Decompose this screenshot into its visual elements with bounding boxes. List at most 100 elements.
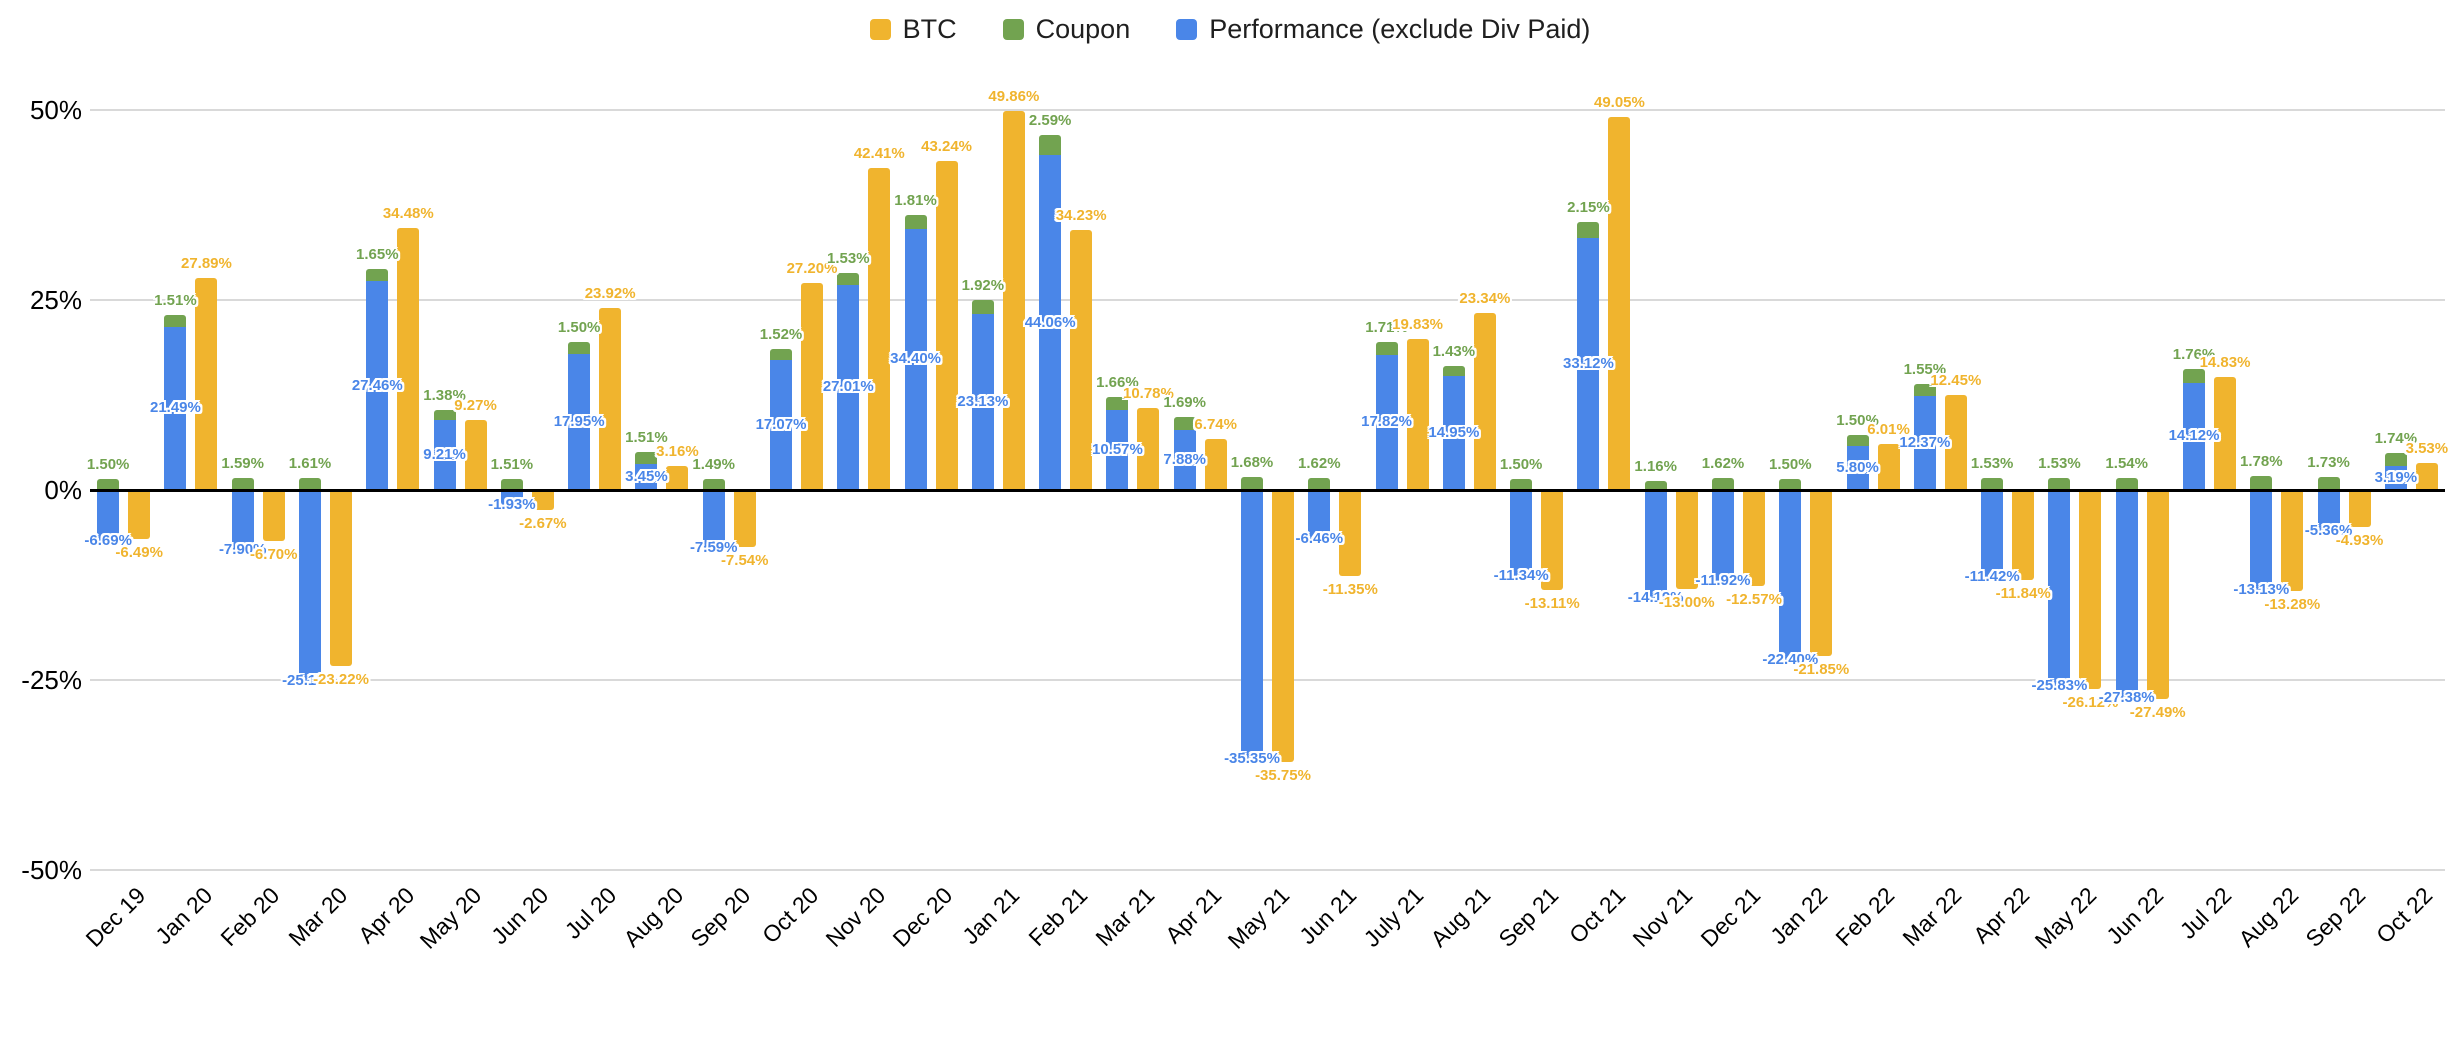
bar-coupon[interactable]: [1510, 478, 1533, 490]
bar-btc[interactable]: [1541, 490, 1564, 590]
bar-coupon[interactable]: [1913, 384, 1936, 396]
bar-performance[interactable]: [2250, 490, 2273, 590]
bar-btc[interactable]: [531, 490, 554, 511]
bar-btc[interactable]: [1743, 490, 1765, 586]
bar-btc[interactable]: [2214, 377, 2236, 490]
bar-btc[interactable]: [397, 227, 420, 490]
bar-btc[interactable]: [733, 490, 756, 548]
bar-performance[interactable]: [1241, 490, 1263, 759]
legend-item-performance[interactable]: Performance (exclude Div Paid): [1176, 16, 1590, 43]
bar-btc[interactable]: [1204, 438, 1227, 490]
bar-coupon[interactable]: [770, 348, 792, 361]
bar-btc[interactable]: [1877, 444, 1900, 490]
bar-performance[interactable]: [1375, 354, 1398, 490]
bar-performance[interactable]: [1644, 490, 1667, 598]
bar-coupon[interactable]: [1981, 478, 2004, 490]
bar-coupon[interactable]: [1442, 365, 1465, 377]
bar-btc[interactable]: [1608, 117, 1631, 490]
bar-coupon[interactable]: [1308, 477, 1331, 490]
bar-coupon[interactable]: [1846, 434, 1869, 446]
bar-performance[interactable]: [500, 490, 523, 505]
bar-btc[interactable]: [2146, 490, 2169, 699]
bar-btc[interactable]: [868, 167, 891, 490]
bar-btc[interactable]: [599, 308, 622, 490]
bar-coupon[interactable]: [1039, 135, 1062, 156]
bar-btc[interactable]: [1272, 490, 1294, 762]
bar-performance[interactable]: [2384, 465, 2407, 490]
bar-coupon[interactable]: [1375, 341, 1398, 355]
bar-coupon[interactable]: [1779, 478, 1802, 490]
bar-performance[interactable]: [770, 360, 792, 490]
bar-coupon[interactable]: [2115, 478, 2138, 490]
bar-performance[interactable]: [433, 420, 456, 490]
bar-coupon[interactable]: [837, 273, 860, 285]
bar-performance[interactable]: [2115, 490, 2138, 699]
bar-performance[interactable]: [904, 228, 927, 490]
bar-btc[interactable]: [666, 465, 689, 490]
bar-coupon[interactable]: [2250, 476, 2273, 490]
bar-btc[interactable]: [2348, 490, 2371, 528]
bar-coupon[interactable]: [1712, 477, 1734, 490]
bar-coupon[interactable]: [2317, 476, 2340, 490]
bar-performance[interactable]: [1913, 395, 1936, 490]
bar-coupon[interactable]: [433, 409, 456, 420]
bar-coupon[interactable]: [635, 452, 658, 464]
bar-coupon[interactable]: [97, 478, 120, 490]
bar-performance[interactable]: [1173, 430, 1196, 490]
bar-chart[interactable]: BTC Coupon Performance (exclude Div Paid…: [0, 0, 2460, 958]
bar-coupon[interactable]: [568, 342, 591, 354]
bar-btc[interactable]: [2012, 490, 2035, 580]
legend-item-coupon[interactable]: Coupon: [1002, 16, 1130, 43]
bar-performance[interactable]: [1106, 409, 1129, 490]
bar-btc[interactable]: [1406, 339, 1429, 490]
bar-coupon[interactable]: [299, 477, 321, 490]
bar-coupon[interactable]: [2048, 478, 2071, 490]
bar-performance[interactable]: [971, 314, 994, 490]
bar-btc[interactable]: [935, 161, 958, 490]
bar-coupon[interactable]: [971, 299, 994, 315]
bar-btc[interactable]: [262, 490, 285, 541]
bar-btc[interactable]: [1339, 490, 1362, 577]
bar-btc[interactable]: [1473, 312, 1496, 490]
bar-coupon[interactable]: [164, 315, 187, 327]
bar-performance[interactable]: [837, 284, 860, 490]
bar-performance[interactable]: [2317, 490, 2340, 531]
bar-coupon[interactable]: [702, 478, 725, 490]
bar-btc[interactable]: [1810, 490, 1833, 657]
bar-coupon[interactable]: [1644, 481, 1667, 490]
bar-coupon[interactable]: [1241, 477, 1263, 490]
bar-btc[interactable]: [1070, 229, 1093, 490]
bar-btc[interactable]: [2079, 490, 2102, 689]
bar-btc[interactable]: [128, 490, 151, 540]
bar-performance[interactable]: [2183, 382, 2205, 490]
bar-coupon[interactable]: [2183, 369, 2205, 383]
bar-coupon[interactable]: [904, 214, 927, 229]
legend-item-btc[interactable]: BTC: [869, 16, 957, 43]
bar-btc[interactable]: [801, 283, 823, 490]
bar-btc[interactable]: [464, 419, 487, 490]
bar-btc[interactable]: [1137, 408, 1160, 490]
bar-performance[interactable]: [635, 463, 658, 490]
bar-performance[interactable]: [97, 490, 120, 541]
bar-performance[interactable]: [1510, 490, 1533, 577]
bar-coupon[interactable]: [1173, 417, 1196, 431]
bar-performance[interactable]: [702, 490, 725, 548]
bar-coupon[interactable]: [2384, 452, 2407, 466]
bar-performance[interactable]: [1442, 376, 1465, 490]
bar-performance[interactable]: [1779, 490, 1802, 661]
bar-coupon[interactable]: [1577, 221, 1600, 239]
bar-coupon[interactable]: [231, 477, 254, 490]
bar-performance[interactable]: [1846, 445, 1869, 490]
bar-performance[interactable]: [299, 490, 321, 682]
bar-performance[interactable]: [164, 326, 187, 490]
bar-btc[interactable]: [2281, 490, 2304, 591]
bar-performance[interactable]: [1981, 490, 2004, 577]
bar-coupon[interactable]: [1106, 397, 1129, 410]
bar-performance[interactable]: [366, 281, 389, 490]
bar-performance[interactable]: [568, 353, 591, 490]
bar-btc[interactable]: [2415, 463, 2438, 490]
bar-btc[interactable]: [1675, 490, 1698, 589]
bar-btc[interactable]: [1944, 395, 1967, 490]
bar-btc[interactable]: [195, 278, 218, 490]
bar-performance[interactable]: [2048, 490, 2071, 687]
